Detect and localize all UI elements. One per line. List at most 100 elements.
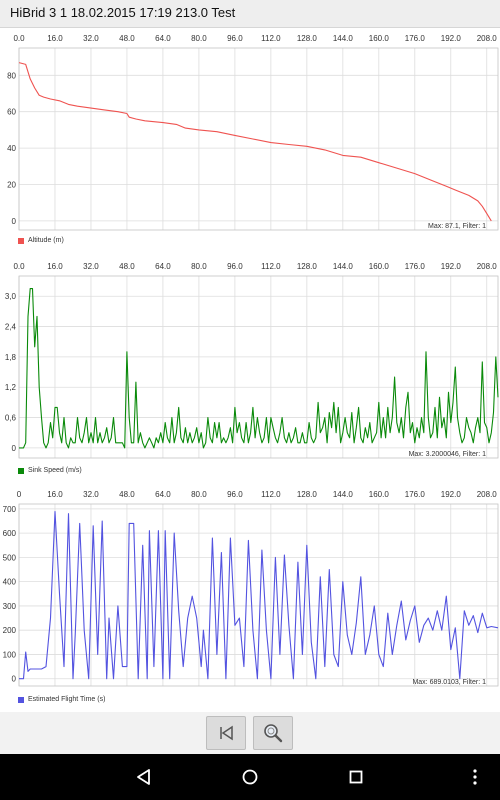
sink-speed-y-tick-label: 0,6 (5, 414, 17, 423)
sink-speed-legend: Sink Speed (m/s) (18, 467, 82, 474)
sink-speed-x-tick-label: 112.0 (261, 262, 281, 271)
sink-speed-x-tick-label: 192.0 (441, 262, 462, 271)
altitude-x-tick-label: 176.0 (405, 34, 426, 43)
sink-speed-x-tick-label: 16.0 (47, 262, 63, 271)
back-icon (137, 769, 150, 785)
altitude-y-tick-label: 40 (7, 144, 16, 153)
altitude-x-tick-label: 0.0 (13, 34, 25, 43)
system-nav-bar (0, 754, 500, 800)
flight-time-chart-svg[interactable]: 0 16.0 32.0 48.0 64.0 80.0 96.0 112.0 128.0 144.0… (0, 484, 500, 712)
flight-time-y-tick-label: 600 (3, 529, 17, 538)
flight-time-x-tick-label: 32.0 (83, 490, 99, 499)
flight-time-legend-swatch (18, 696, 24, 703)
flight-time-x-tick-label: 16.0 (47, 490, 63, 499)
sink-speed-y-tick-label: 1,8 (5, 353, 17, 362)
more-icon (473, 769, 477, 785)
flight-time-x-tick-label: 128.0 (297, 490, 318, 499)
sink-speed-y-tick-label: 2,4 (5, 323, 17, 332)
altitude-x-tick-label: 64.0 (155, 34, 171, 43)
app-bar: HiBrid 3 1 18.02.2015 17:19 213.0 Test (0, 0, 500, 28)
altitude-x-tick-label: 208.0 (477, 34, 498, 43)
sink-speed-x-tick-label: 128.0 (297, 262, 318, 271)
recents-icon (349, 770, 363, 784)
skip-to-start-button[interactable] (206, 716, 246, 750)
flight-time-x-tick-label: 112.0 (261, 490, 281, 499)
app-title: HiBrid 3 1 18.02.2015 17:19 213.0 Test (10, 5, 236, 20)
altitude-legend-swatch (18, 237, 24, 244)
altitude-legend: Altitude (m) (18, 237, 64, 244)
flight-time-x-tick-label: 80.0 (191, 490, 207, 499)
altitude-chart-svg[interactable]: 0.0 16.0 32.0 48.0 64.0 80.0 96.0 112.0 128.0 144… (0, 28, 500, 256)
flight-time-legend: Estimated Flight Time (s) (18, 696, 105, 703)
sink-speed-x-tick-label: 32.0 (83, 262, 99, 271)
sink-speed-x-tick-label: 144.0 (333, 262, 354, 271)
altitude-info-label: Max: 87.1, Filter: 1 (428, 223, 486, 230)
sink-speed-chart[interactable]: 0.0 16.0 32.0 48.0 64.0 80.0 96.0 112.0 128.0 144… (0, 256, 500, 484)
bottom-toolbar (0, 712, 500, 754)
flight-time-y-tick-label: 200 (3, 626, 17, 635)
flight-time-y-tick-label: 700 (3, 505, 17, 514)
flight-time-x-tick-label: 96.0 (227, 490, 243, 499)
sink-speed-y-tick-label: 3,0 (5, 292, 17, 301)
sink-speed-y-tick-label: 1,2 (5, 383, 17, 392)
flight-time-y-tick-label: 0 (12, 675, 17, 684)
home-icon (242, 769, 258, 785)
flight-time-x-tick-label: 48.0 (119, 490, 135, 499)
altitude-x-tick-label: 48.0 (119, 34, 135, 43)
sink-speed-plot-frame (18, 275, 499, 459)
sink-speed-series-line (19, 288, 499, 449)
flight-time-x-tick-label: 208.0 (477, 490, 498, 499)
skip-to-start-icon (220, 725, 233, 741)
zoom-icon (264, 724, 283, 743)
flight-time-x-tick-label: 0 (17, 490, 22, 499)
altitude-legend-label: Altitude (m) (28, 237, 64, 244)
sink-speed-x-tick-label: 176.0 (405, 262, 426, 271)
altitude-x-tick-label: 144.0 (333, 34, 354, 43)
sink-speed-x-tick-label: 48.0 (119, 262, 135, 271)
flight-time-series-line (19, 510, 499, 680)
altitude-x-tick-label: 96.0 (227, 34, 243, 43)
altitude-x-tick-label: 32.0 (83, 34, 99, 43)
flight-time-chart[interactable]: 0 16.0 32.0 48.0 64.0 80.0 96.0 112.0 128.0 144.0… (0, 484, 500, 712)
sink-speed-x-tick-label: 96.0 (227, 262, 243, 271)
flight-time-y-tick-label: 100 (3, 650, 17, 659)
altitude-x-tick-label: 16.0 (47, 34, 63, 43)
sink-speed-y-tick-label: 0 (12, 444, 17, 453)
sink-speed-x-tick-label: 160.0 (369, 262, 390, 271)
sink-speed-x-tick-label: 64.0 (155, 262, 171, 271)
altitude-y-tick-label: 80 (7, 71, 16, 80)
altitude-x-tick-label: 160.0 (369, 34, 390, 43)
flight-time-y-tick-label: 500 (3, 553, 17, 562)
flight-time-x-tick-label: 160.0 (369, 490, 390, 499)
flight-time-y-tick-label: 300 (3, 602, 17, 611)
altitude-y-tick-label: 20 (7, 181, 16, 190)
flight-time-y-tick-label: 400 (3, 578, 17, 587)
home-button[interactable] (235, 762, 265, 792)
flight-time-x-tick-label: 176.0 (405, 490, 426, 499)
zoom-button[interactable] (253, 716, 293, 750)
altitude-x-tick-label: 192.0 (441, 34, 462, 43)
altitude-series-line (18, 62, 492, 222)
sink-speed-x-tick-label: 208.0 (477, 262, 498, 271)
flight-time-x-tick-label: 64.0 (155, 490, 171, 499)
flight-time-plot-frame (18, 503, 499, 687)
back-button[interactable] (129, 762, 159, 792)
sink-speed-legend-label: Sink Speed (m/s) (28, 467, 82, 474)
altitude-x-tick-label: 80.0 (191, 34, 207, 43)
sink-speed-info-label: Max: 3.2000046, Filter: 1 (409, 451, 487, 458)
sink-speed-chart-svg[interactable]: 0.0 16.0 32.0 48.0 64.0 80.0 96.0 112.0 128.0 144… (0, 256, 500, 484)
recents-button[interactable] (341, 762, 371, 792)
more-button[interactable] (460, 762, 490, 792)
flight-time-legend-label: Estimated Flight Time (s) (28, 696, 106, 703)
flight-time-info-label: Max: 689.0103, Filter: 1 (412, 679, 486, 686)
altitude-y-tick-label: 0 (12, 217, 17, 226)
flight-time-x-tick-label: 144.0 (333, 490, 354, 499)
sink-speed-x-tick-label: 80.0 (191, 262, 207, 271)
sink-speed-x-tick-label: 0.0 (13, 262, 25, 271)
altitude-chart[interactable]: 0.0 16.0 32.0 48.0 64.0 80.0 96.0 112.0 128.0 144… (0, 28, 500, 256)
flight-time-x-tick-label: 192.0 (441, 490, 462, 499)
altitude-y-tick-label: 60 (7, 108, 16, 117)
altitude-plot-frame (18, 47, 499, 231)
altitude-x-tick-label: 112.0 (261, 34, 281, 43)
altitude-x-tick-label: 128.0 (297, 34, 318, 43)
